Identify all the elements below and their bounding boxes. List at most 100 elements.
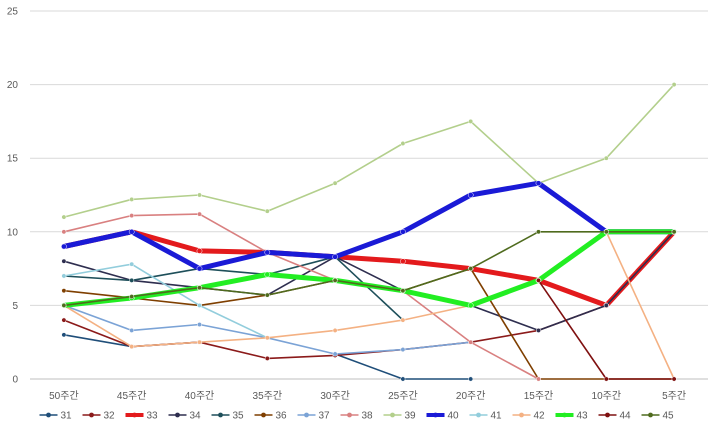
data-point bbox=[400, 317, 406, 323]
data-point bbox=[196, 248, 203, 254]
legend-marker bbox=[605, 412, 610, 418]
data-point bbox=[536, 376, 541, 382]
legend-marker bbox=[89, 412, 94, 418]
legend-marker bbox=[347, 412, 352, 418]
data-point bbox=[61, 302, 67, 308]
legend-item: 45 bbox=[641, 411, 675, 422]
legend-item: 35 bbox=[211, 411, 245, 422]
legend-item: 40 bbox=[426, 411, 459, 422]
legend-item: 43 bbox=[555, 411, 589, 422]
legend: 31 32 33 34 35 36 37 38 39 40 41 42 43 44 45 bbox=[39, 411, 675, 422]
legend-label: 44 bbox=[620, 411, 632, 422]
legend-label: 33 bbox=[147, 411, 159, 422]
data-point bbox=[264, 355, 270, 361]
x-tick-label: 5주간 bbox=[662, 390, 686, 402]
data-point bbox=[535, 180, 542, 187]
x-tick-label: 35주간 bbox=[253, 390, 283, 402]
data-point bbox=[264, 208, 270, 214]
y-tick-label: 15 bbox=[7, 154, 19, 165]
y-tick-label: 20 bbox=[7, 80, 19, 91]
series-line bbox=[537, 279, 675, 380]
series-line bbox=[63, 255, 404, 321]
series-39 bbox=[61, 82, 677, 220]
legend-item: 44 bbox=[598, 411, 632, 422]
data-point bbox=[332, 351, 338, 357]
legend-item: 36 bbox=[254, 411, 288, 422]
legend-label: 38 bbox=[362, 411, 374, 422]
data-point bbox=[603, 229, 609, 235]
data-point bbox=[129, 344, 135, 350]
data-point bbox=[671, 376, 677, 382]
data-point bbox=[129, 277, 135, 283]
series-line bbox=[334, 353, 472, 380]
data-point bbox=[671, 82, 677, 88]
data-point bbox=[332, 327, 338, 333]
data-point bbox=[332, 277, 338, 283]
data-point bbox=[400, 258, 406, 265]
legend-marker bbox=[132, 412, 137, 418]
data-point bbox=[400, 228, 406, 235]
data-point bbox=[400, 347, 406, 353]
data-point bbox=[468, 266, 474, 272]
y-tick-label: 25 bbox=[7, 7, 19, 18]
data-point bbox=[129, 294, 135, 300]
data-point bbox=[197, 302, 202, 308]
legend-label: 39 bbox=[405, 411, 417, 422]
legend-label: 43 bbox=[577, 411, 589, 422]
legend-label: 41 bbox=[491, 411, 503, 422]
legend-item: 33 bbox=[125, 411, 159, 422]
data-point bbox=[536, 277, 541, 283]
data-point bbox=[332, 180, 338, 186]
data-point bbox=[129, 261, 135, 267]
data-point bbox=[264, 292, 270, 298]
legend-label: 35 bbox=[233, 411, 245, 422]
legend-marker bbox=[46, 412, 51, 418]
data-point bbox=[197, 211, 202, 217]
series-line bbox=[63, 83, 675, 218]
legend-marker bbox=[218, 412, 223, 418]
legend-label: 45 bbox=[663, 411, 675, 422]
data-point bbox=[129, 327, 135, 333]
legend-item: 37 bbox=[297, 411, 331, 422]
data-point bbox=[197, 192, 202, 198]
x-tick-label: 50주간 bbox=[49, 390, 79, 402]
legend-marker bbox=[175, 412, 180, 418]
legend-item: 34 bbox=[168, 411, 201, 422]
data-point bbox=[61, 332, 67, 338]
data-point bbox=[61, 258, 67, 264]
data-point bbox=[61, 214, 67, 220]
data-point bbox=[264, 249, 271, 256]
series-35 bbox=[61, 254, 406, 323]
legend-marker bbox=[648, 412, 653, 418]
data-point bbox=[197, 339, 202, 345]
data-point bbox=[400, 141, 406, 146]
x-tick-label: 15주간 bbox=[524, 390, 554, 402]
legend-item: 31 bbox=[39, 411, 73, 422]
data-point bbox=[536, 327, 541, 333]
data-point bbox=[603, 302, 609, 308]
data-point bbox=[61, 317, 67, 323]
data-point bbox=[468, 376, 474, 382]
legend-marker bbox=[433, 412, 438, 418]
legend-label: 32 bbox=[104, 411, 116, 422]
y-tick-label: 10 bbox=[7, 227, 19, 238]
legend-item: 39 bbox=[383, 411, 417, 422]
legend-item: 38 bbox=[340, 411, 374, 422]
series-44 bbox=[536, 277, 677, 382]
legend-label: 31 bbox=[61, 411, 73, 422]
data-point bbox=[400, 376, 406, 382]
series-line bbox=[63, 231, 675, 307]
data-point bbox=[197, 285, 202, 291]
data-point bbox=[196, 265, 203, 272]
legend-label: 37 bbox=[319, 411, 331, 422]
legend-label: 36 bbox=[276, 411, 288, 422]
data-point bbox=[61, 288, 67, 294]
data-point bbox=[129, 213, 135, 219]
data-point bbox=[332, 253, 338, 260]
y-tick-label: 0 bbox=[12, 375, 18, 386]
data-point bbox=[128, 228, 135, 235]
series-40 bbox=[61, 180, 677, 272]
data-point bbox=[61, 243, 67, 250]
